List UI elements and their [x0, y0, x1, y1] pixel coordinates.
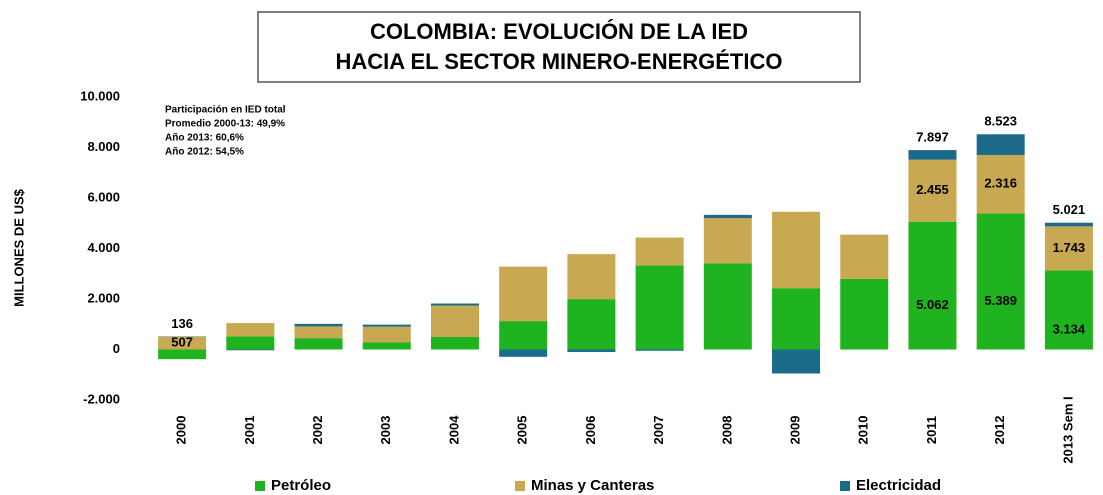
annotation: Participación en IED total [165, 105, 286, 116]
bar-segment [1044, 222, 1093, 227]
bar-segment [703, 214, 752, 219]
bar-segment [772, 349, 821, 374]
x-tick-label: 2005 [515, 416, 530, 445]
chart-title: HACIA EL SECTOR MINERO-ENERGÉTICO [336, 49, 783, 74]
legend-label: Petróleo [271, 477, 331, 494]
x-tick-label: 2006 [583, 416, 598, 445]
legend-swatch [515, 481, 525, 491]
bar-segment [976, 154, 1025, 214]
x-tick-label: 2012 [992, 416, 1007, 445]
bar-segment [1044, 270, 1093, 350]
bar-segment [499, 321, 548, 350]
x-tick-label: 2007 [651, 416, 666, 445]
bar-segment [703, 263, 752, 350]
y-tick-label: -2.000 [83, 391, 120, 406]
bar-segment [976, 213, 1025, 350]
annotation: Año 2012: 54,5% [165, 147, 244, 158]
x-tick-label: 2010 [856, 416, 871, 445]
bar-segment [635, 349, 684, 351]
total-label: 8.523 [984, 114, 1017, 129]
annotation: Promedio 2000-13: 49,9% [165, 119, 285, 130]
total-label: 136 [171, 316, 193, 331]
y-tick-label: 10.000 [80, 88, 120, 103]
bar-segment [362, 326, 411, 343]
x-tick-label: 2001 [242, 416, 257, 445]
x-tick-label: 2009 [787, 416, 802, 445]
legend-swatch [255, 481, 265, 491]
bar-segment [362, 342, 411, 350]
legend-label: Electricidad [856, 477, 941, 494]
bar-segment [226, 349, 275, 351]
data-label: 1.743 [1053, 240, 1086, 255]
bar-segment [772, 288, 821, 350]
bar-segment [158, 349, 207, 360]
x-tick-label: 2002 [310, 416, 325, 445]
x-tick-label: 2013 Sem I [1060, 396, 1075, 463]
bar-segment [499, 349, 548, 357]
x-tick-label: 2003 [378, 416, 393, 445]
data-label: 5.062 [916, 297, 949, 312]
bar-segment [226, 323, 275, 337]
bar-segment [772, 211, 821, 289]
bar-segment [158, 336, 207, 350]
data-label: 5.389 [984, 293, 1017, 308]
bar-segment [430, 303, 479, 306]
x-tick-label: 2008 [719, 416, 734, 445]
legend-label: Minas y Canteras [531, 477, 654, 494]
bar-segment [499, 266, 548, 322]
total-label: 7.897 [916, 130, 949, 145]
data-label: 3.134 [1053, 321, 1086, 336]
bar-segment [430, 337, 479, 350]
y-tick-label: 4.000 [87, 240, 120, 255]
data-label: 2.455 [916, 182, 949, 197]
bar-segment [635, 237, 684, 266]
data-label: 507 [171, 335, 193, 350]
bar-segment [294, 326, 343, 339]
y-tick-label: 0 [113, 341, 120, 356]
bar-segment [226, 336, 275, 350]
data-label: 2.316 [984, 176, 1017, 191]
chart-title: COLOMBIA: EVOLUCIÓN DE LA IED [370, 19, 748, 44]
bar-segment [976, 134, 1025, 155]
bar-segment [908, 221, 957, 350]
y-tick-label: 6.000 [87, 189, 120, 204]
bar-segment [362, 324, 411, 327]
x-tick-label: 2011 [924, 416, 939, 444]
bar-segment [840, 234, 889, 279]
legend-swatch [840, 481, 850, 491]
bar-segment [1044, 226, 1093, 271]
bar-segment [703, 218, 752, 264]
x-tick-label: 2000 [174, 416, 189, 445]
bar-segment [294, 338, 343, 350]
total-label: 5.021 [1053, 202, 1086, 217]
bar-segment [908, 150, 957, 160]
bar-segment [567, 254, 616, 300]
bar-segment [567, 349, 616, 353]
bar-segment [908, 159, 957, 222]
bar-segment [430, 305, 479, 338]
bar-segment [840, 278, 889, 350]
y-tick-label: 2.000 [87, 290, 120, 305]
y-tick-label: 8.000 [87, 139, 120, 154]
bar-segment [635, 265, 684, 350]
bar-segment [567, 299, 616, 350]
title-box [257, 11, 861, 83]
x-tick-label: 2004 [446, 415, 461, 445]
y-axis-label: MILLONES DE US$ [11, 188, 26, 307]
annotation: Año 2013: 60,6% [165, 133, 244, 144]
bar-segment [294, 323, 343, 327]
